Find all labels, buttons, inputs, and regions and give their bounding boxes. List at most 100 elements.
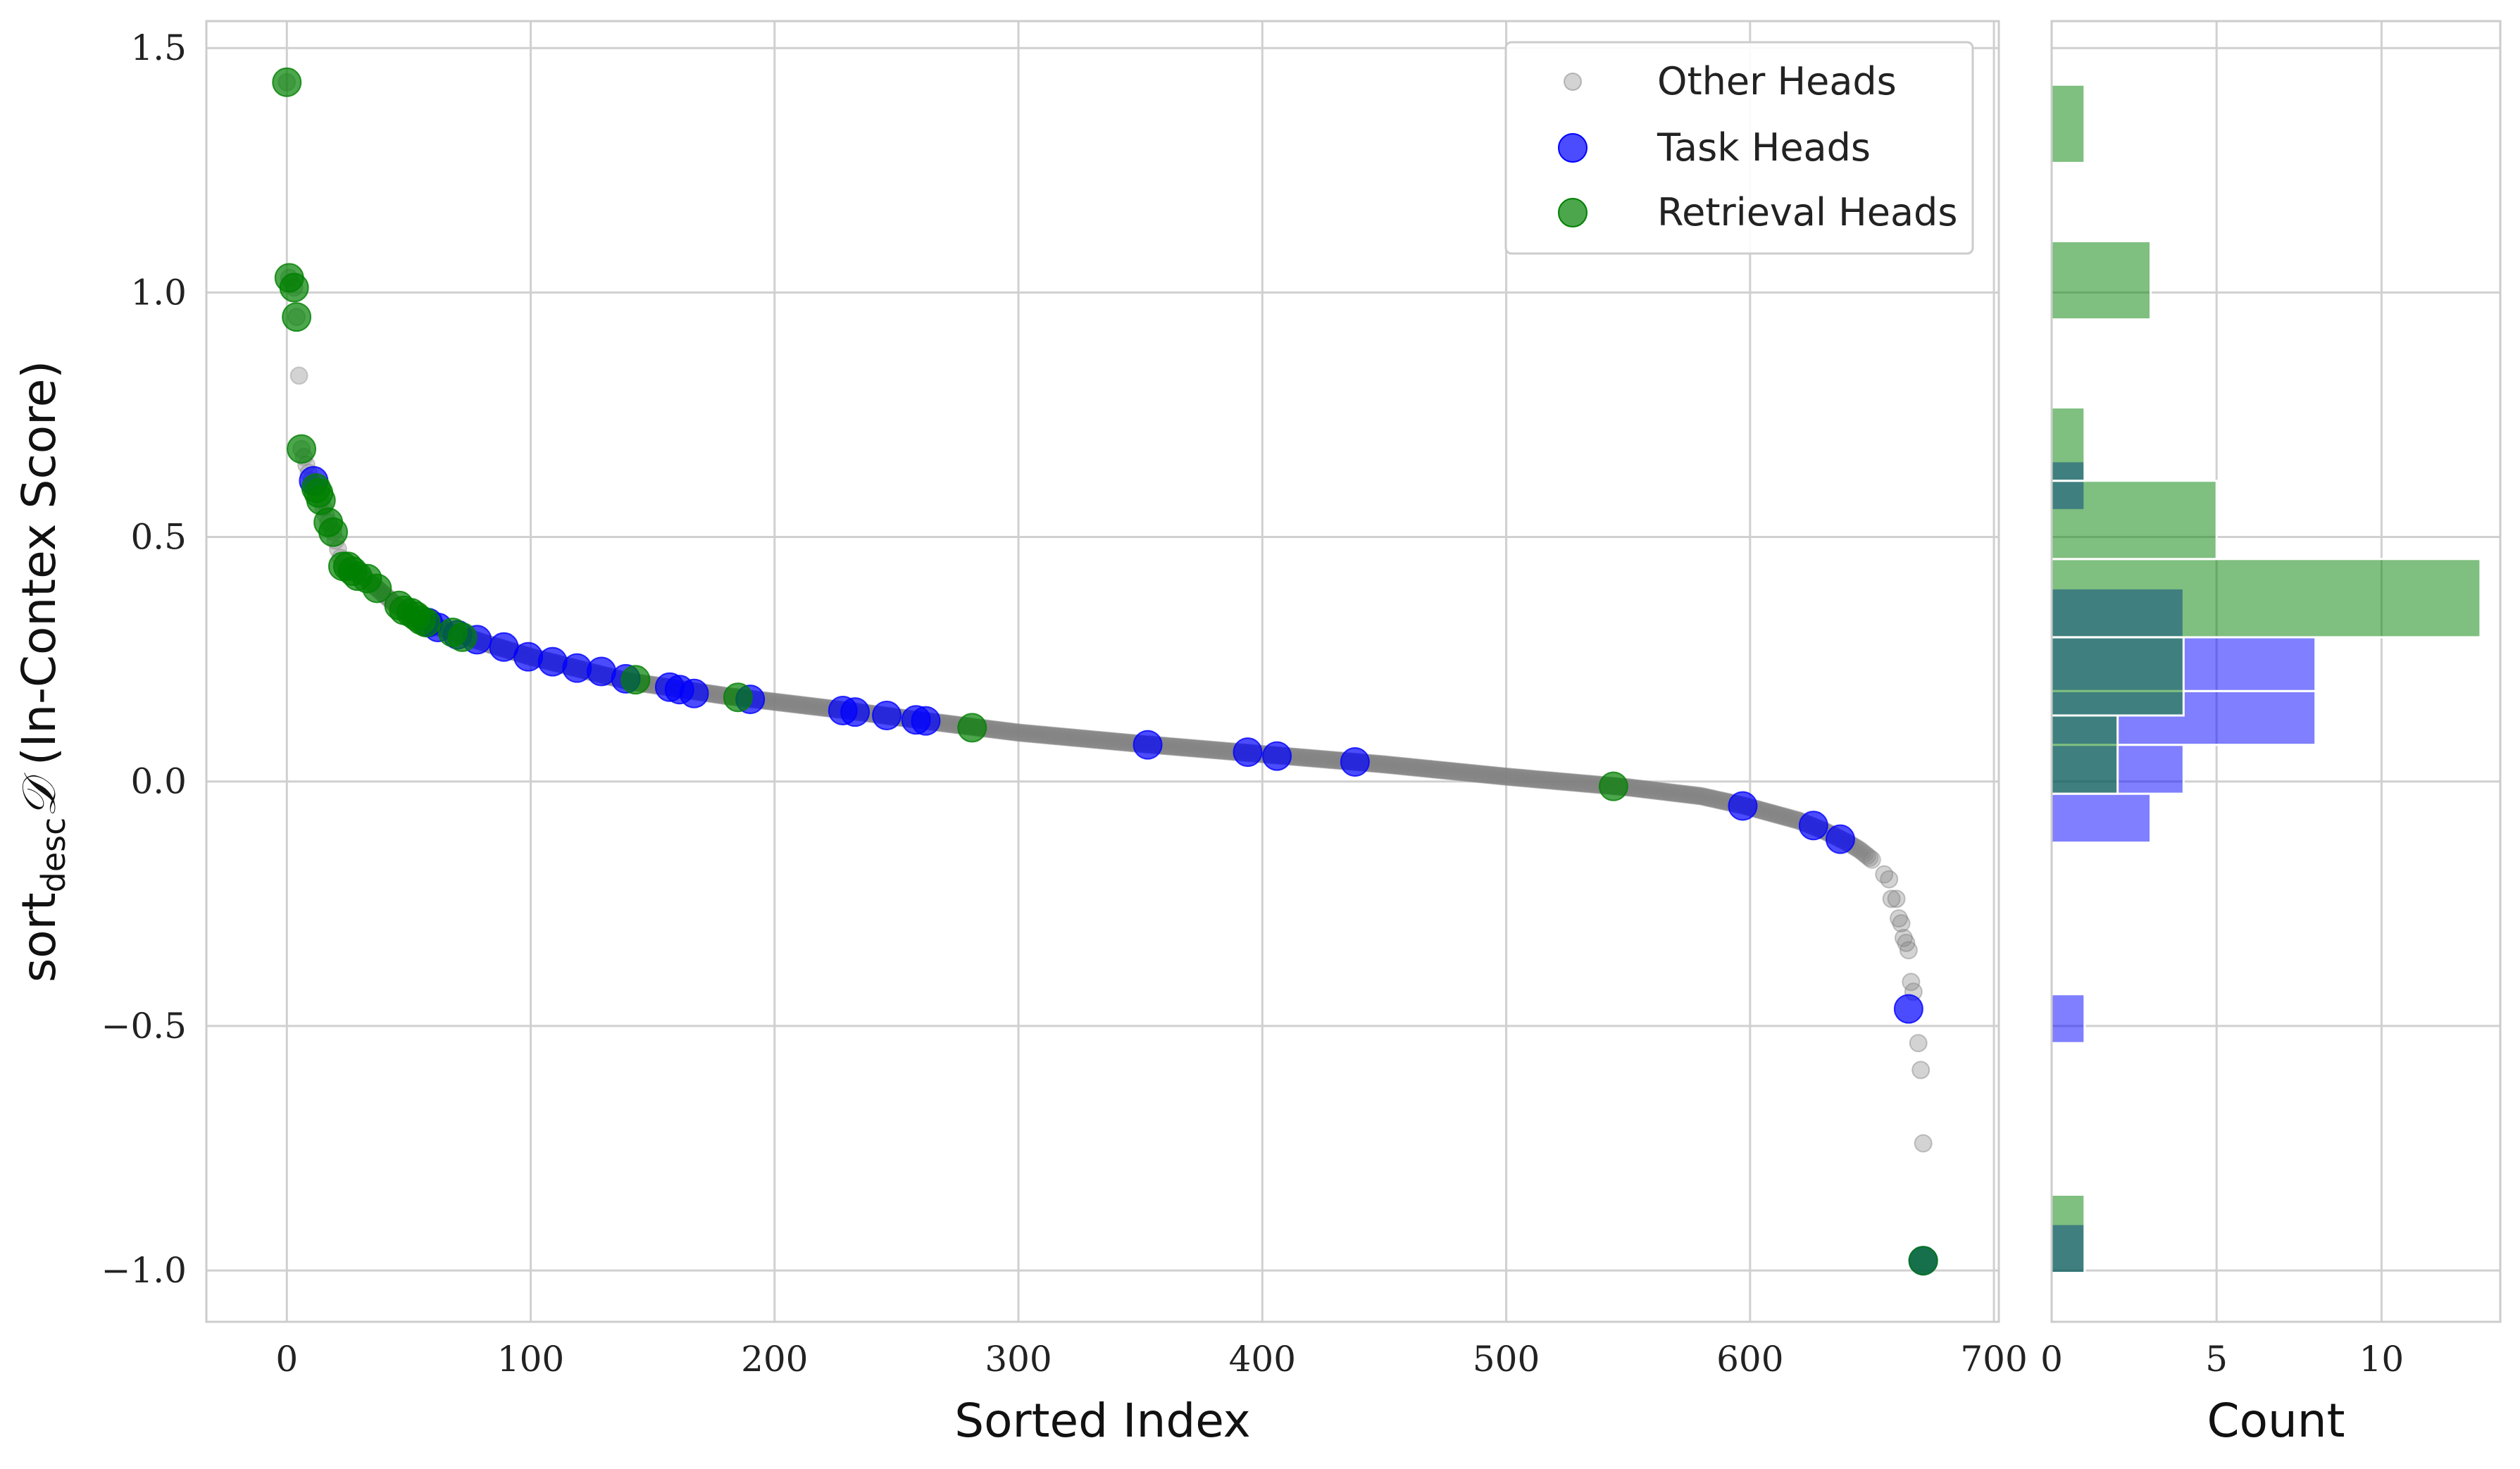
other-head-point <box>1450 763 1469 782</box>
other-head-point <box>1667 784 1686 803</box>
other-head-point <box>770 693 789 712</box>
other-head-point <box>1431 761 1450 780</box>
other-head-point <box>1023 725 1042 744</box>
other-head-point <box>809 698 828 717</box>
other-head-point <box>1168 737 1187 756</box>
other-head-point <box>1521 769 1540 788</box>
other-head-point <box>1423 760 1442 779</box>
other-head-point <box>1697 788 1716 807</box>
retrieval-head-point <box>318 517 349 547</box>
other-head-point <box>1180 739 1199 758</box>
hist-x-tick-label: 5 <box>2205 1339 2228 1380</box>
task-head-point <box>562 653 592 683</box>
y-tick-label: 0.5 <box>130 517 187 558</box>
other-head-point <box>1102 732 1121 751</box>
other-head-point <box>1631 780 1649 799</box>
x-tick-label: 600 <box>1716 1339 1783 1380</box>
other-head-point <box>1397 757 1416 776</box>
task-head-point <box>1798 811 1828 841</box>
y-axis-title-prefix: sort <box>12 892 66 982</box>
other-head-point <box>999 722 1018 741</box>
other-head-point <box>778 694 797 713</box>
other-head-point <box>1058 727 1077 746</box>
other-head-point <box>1104 732 1123 751</box>
other-head-point <box>1426 760 1445 779</box>
other-head-point <box>1377 755 1396 774</box>
other-head-point <box>1887 889 1906 908</box>
other-head-point <box>775 694 794 713</box>
other-head-point <box>1472 765 1491 784</box>
other-head-point <box>1026 725 1045 744</box>
other-head-point <box>1635 780 1654 799</box>
histogram-x-axis-title: Count <box>2207 1394 2345 1448</box>
other-head-point <box>1528 770 1547 789</box>
other-head-point <box>1660 783 1679 802</box>
other-head-point <box>1448 762 1467 781</box>
other-head-point <box>1565 773 1584 792</box>
other-head-point <box>1109 732 1128 751</box>
other-head-point <box>1670 784 1689 803</box>
other-head-point <box>994 721 1013 740</box>
other-head-point <box>1306 749 1326 768</box>
other-head-point <box>1475 765 1494 784</box>
legend: Other Heads Task Heads Retrieval Heads <box>1504 41 1974 255</box>
other-head-point <box>1775 807 1794 826</box>
retrieval-head-point <box>620 665 651 695</box>
y-axis-title-suffix: (In-Contex Score) <box>12 361 66 780</box>
hist-x-tick-label: 0 <box>2040 1339 2063 1380</box>
legend-marker-retrieval-heads <box>1558 198 1588 227</box>
other-head-point <box>1114 733 1133 752</box>
other-head-point <box>987 720 1006 739</box>
other-head-point <box>1504 768 1523 787</box>
other-head-point <box>1197 740 1216 759</box>
task-heads-bar <box>2050 993 2086 1044</box>
task-head-point <box>1340 746 1370 777</box>
other-head-point <box>1875 865 1894 884</box>
other-head-point <box>1899 941 1918 960</box>
other-head-point <box>1507 768 1526 787</box>
other-head-point <box>1021 724 1040 743</box>
other-head-point <box>1387 756 1406 775</box>
other-head-point <box>1675 784 1694 804</box>
other-head-point <box>1699 788 1718 807</box>
other-head-point <box>1421 760 1440 779</box>
other-head-point <box>1036 725 1055 744</box>
other-head-point <box>1548 772 1567 791</box>
other-head-point <box>1048 727 1067 746</box>
other-head-point <box>787 695 806 714</box>
x-tick-label: 400 <box>1229 1339 1296 1380</box>
task-head-point <box>911 706 941 736</box>
x-tick-label: 200 <box>741 1339 808 1380</box>
retrieval-head-point <box>282 302 312 332</box>
other-head-point <box>1375 755 1394 774</box>
other-head-point <box>1538 770 1557 789</box>
task-head-point <box>1825 824 1855 854</box>
other-head-point <box>1045 727 1064 746</box>
other-head-point <box>1531 770 1550 789</box>
other-head-point <box>1409 758 1428 777</box>
other-head-point <box>1687 786 1706 805</box>
other-head-point <box>1690 787 1709 806</box>
legend-label-task-heads: Task Heads <box>1657 125 1871 170</box>
other-head-point <box>1458 763 1477 782</box>
other-head-point <box>1295 748 1314 767</box>
other-head-point <box>1411 758 1430 777</box>
other-head-point <box>1692 787 1711 806</box>
other-head-point <box>785 694 804 713</box>
other-head-point <box>1463 763 1482 782</box>
other-head-point <box>1518 769 1537 788</box>
other-head-point <box>806 697 825 716</box>
other-head-point <box>1055 727 1074 746</box>
other-head-point <box>1567 773 1586 792</box>
other-head-point <box>1033 725 1052 744</box>
other-head-point <box>1316 750 1335 769</box>
other-head-point <box>1053 727 1072 746</box>
other-head-point <box>1070 729 1089 748</box>
other-head-point <box>1414 758 1433 777</box>
other-head-point <box>1041 726 1060 745</box>
other-head-point <box>1077 730 1096 749</box>
other-head-point <box>1016 724 1035 743</box>
other-head-point <box>1090 730 1109 749</box>
other-head-point <box>1445 762 1464 781</box>
other-head-point <box>1767 805 1786 824</box>
